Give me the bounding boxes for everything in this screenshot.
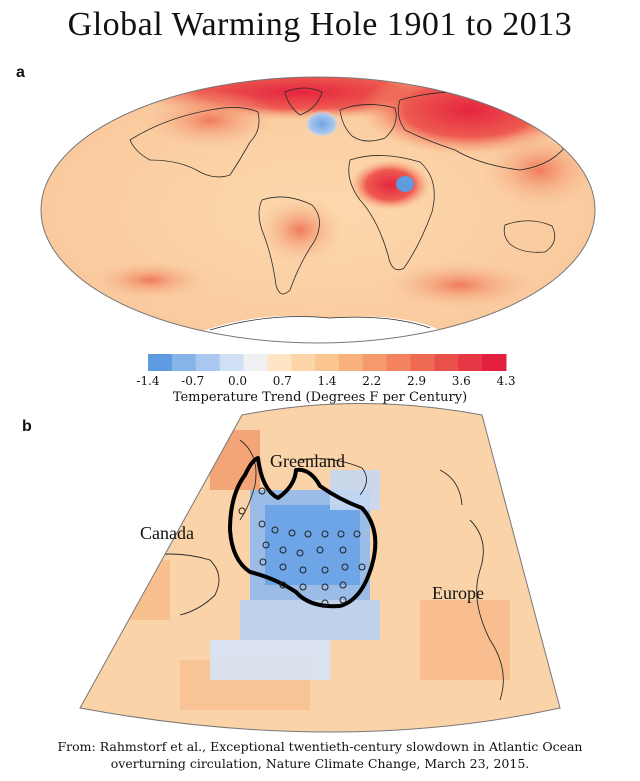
caption-line-2: overturning circulation, Nature Climate …	[110, 756, 530, 771]
significance-marker	[238, 507, 246, 515]
panel-label-b: b	[22, 418, 32, 435]
significance-marker	[299, 583, 307, 591]
colorbar-swatch	[482, 354, 507, 371]
significance-marker	[339, 596, 347, 604]
significance-marker	[279, 546, 287, 554]
significance-marker	[358, 563, 366, 571]
significance-marker	[299, 566, 307, 574]
significance-marker	[339, 546, 347, 554]
label-canada: Canada	[140, 523, 194, 543]
colorbar-swatch	[386, 354, 412, 371]
colorbar-swatch	[458, 354, 483, 371]
colorbar-title: Temperature Trend (Degrees F per Century…	[172, 390, 468, 405]
significance-marker	[262, 541, 270, 549]
significance-marker	[271, 526, 279, 534]
colorbar-tick-label: 0.7	[273, 374, 292, 388]
significance-marker	[279, 581, 287, 589]
significance-marker	[321, 583, 329, 591]
significance-marker	[279, 563, 287, 571]
panel-label-a: a	[16, 64, 25, 81]
colorbar-tick-label: 2.2	[362, 374, 381, 388]
colorbar-tick-label: 4.3	[496, 374, 515, 388]
colorbar	[148, 354, 507, 371]
significance-marker	[321, 599, 329, 607]
significance-marker	[321, 530, 329, 538]
colorbar-swatch	[195, 354, 221, 371]
significance-marker	[337, 530, 345, 538]
source-caption: From: Rahmstorf et al., Exceptional twen…	[0, 738, 640, 772]
colorbar-tick-label: 0.0	[228, 374, 247, 388]
colorbar-swatch	[243, 354, 268, 371]
page-title: Global Warming Hole 1901 to 2013	[67, 6, 573, 43]
label-europe: Europe	[432, 583, 484, 603]
colorbar-swatch	[219, 354, 244, 371]
significance-marker	[353, 530, 361, 538]
significance-marker	[288, 529, 296, 537]
significance-marker	[296, 549, 304, 557]
colorbar-swatch	[148, 354, 173, 371]
colorbar-swatch	[171, 354, 197, 371]
colorbar-tick-label: -1.4	[136, 374, 160, 388]
colorbar-swatch	[315, 354, 340, 371]
colorbar-swatch	[291, 354, 316, 371]
global-map	[40, 76, 596, 344]
label-greenland: Greenland	[270, 451, 345, 471]
north-atlantic-map	[79, 403, 561, 733]
significance-marker	[316, 546, 324, 554]
significance-marker	[259, 558, 267, 566]
colorbar-swatch	[410, 354, 435, 371]
significance-marker	[258, 520, 266, 528]
colorbar-swatch	[338, 354, 364, 371]
significance-marker	[321, 566, 329, 574]
significance-marker	[304, 530, 312, 538]
colorbar-tick-label: 3.6	[452, 374, 471, 388]
colorbar-swatch	[362, 354, 388, 371]
colorbar-swatch	[267, 354, 292, 371]
significance-marker	[339, 581, 347, 589]
significance-marker	[258, 487, 266, 495]
significance-marker	[341, 563, 349, 571]
colorbar-ticks: -1.4 -0.7 0.0 0.7 1.4 2.2 2.9 3.6 4.3	[136, 374, 515, 388]
colorbar-tick-label: 1.4	[317, 374, 336, 388]
colorbar-tick-label: -0.7	[181, 374, 204, 388]
colorbar-tick-label: 2.9	[407, 374, 426, 388]
caption-line-1: From: Rahmstorf et al., Exceptional twen…	[57, 739, 583, 754]
colorbar-swatch	[434, 354, 459, 371]
